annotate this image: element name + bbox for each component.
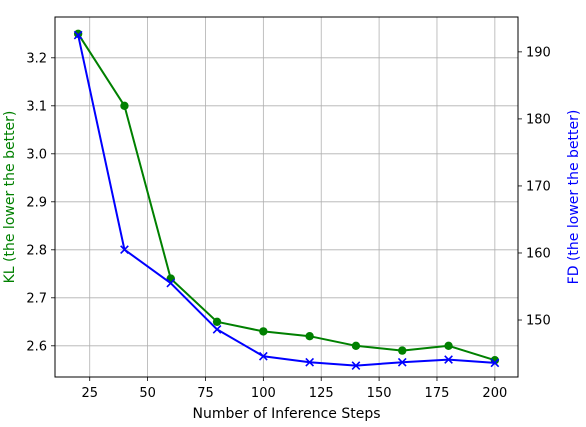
x-tick-label: 175 xyxy=(425,386,450,401)
axis-ticks: 25 50 75 100 125 150 175 200 2.6 2.7 2.8 2.9 3.0 3.1 3… xyxy=(26,45,551,401)
left-series-point xyxy=(120,101,129,111)
left-series-point xyxy=(444,341,453,350)
right-series-point xyxy=(490,358,500,368)
x-tick-label: 200 xyxy=(482,386,507,401)
right-series-point xyxy=(444,355,453,364)
right-y-tick-label: 160 xyxy=(526,246,551,261)
right-series-point xyxy=(120,245,129,254)
left-y-axis-title: KL (the lower the better) xyxy=(2,111,18,284)
x-tick-label: 100 xyxy=(251,386,276,401)
x-tick-label: 25 xyxy=(81,386,98,401)
right-y-tick-label: 180 xyxy=(526,112,551,127)
left-y-tick-label: 3.1 xyxy=(26,99,47,114)
series-layer xyxy=(73,29,500,370)
left-y-tick-label: 3.0 xyxy=(26,147,47,162)
plot-frame xyxy=(54,16,519,378)
right-y-axis-title: FD (the lower the better) xyxy=(566,110,582,285)
right-y-tick-label: 170 xyxy=(526,179,551,194)
x-tick-label: 50 xyxy=(139,386,156,401)
left-series-point xyxy=(398,346,407,355)
x-tick-label: 75 xyxy=(197,386,214,401)
right-series-point xyxy=(397,357,407,367)
right-series-point xyxy=(258,351,268,361)
left-series-point xyxy=(259,327,268,336)
left-y-tick-label: 2.8 xyxy=(26,243,47,258)
right-series-point xyxy=(73,30,83,40)
right-series-point xyxy=(305,357,315,367)
right-series-point xyxy=(212,325,222,334)
left-y-tick-label: 2.7 xyxy=(26,291,47,306)
grid-lines xyxy=(55,17,518,377)
x-tick-label: 125 xyxy=(309,386,334,401)
right-series-point xyxy=(166,278,176,288)
left-series-point xyxy=(73,29,83,38)
left-series-point xyxy=(305,332,314,341)
x-axis-title: Number of Inference Steps xyxy=(192,406,380,422)
left-series-line xyxy=(77,33,496,362)
left-y-tick-label: 2.9 xyxy=(26,195,47,210)
right-y-tick-label: 190 xyxy=(526,45,551,60)
right-y-tick-label: 150 xyxy=(526,314,551,329)
left-y-tick-label: 2.6 xyxy=(26,339,47,354)
left-series-point xyxy=(212,317,222,326)
left-series-point xyxy=(351,341,361,350)
left-y-tick-label: 3.2 xyxy=(26,51,47,66)
right-series-point xyxy=(351,361,361,370)
x-tick-label: 150 xyxy=(367,386,392,401)
right-series-line xyxy=(77,34,495,367)
